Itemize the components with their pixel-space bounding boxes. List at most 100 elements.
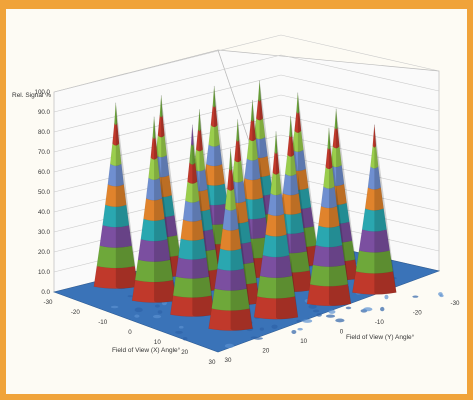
z-tick-label: 20.0 [38, 249, 51, 256]
peak [208, 148, 253, 331]
peak-band [250, 99, 255, 122]
y-tick-label: 30 [225, 357, 232, 364]
z-gridline [53, 174, 440, 233]
floor-noise [271, 324, 278, 329]
z-tick-label: 90.0 [38, 109, 51, 116]
y-axis-label: Field of View (Y) Angle° [346, 333, 415, 341]
floor-noise [134, 307, 143, 313]
floor-noise [127, 295, 133, 298]
peak [170, 124, 215, 317]
z-gridline [53, 94, 440, 153]
x-tick-label: -30 [44, 299, 54, 306]
z-tick-label: 60.0 [38, 169, 51, 176]
surface-chart: 100.090.080.070.060.050.040.030.020.010.… [12, 34, 461, 366]
peak-shade [161, 95, 184, 278]
z-gridline [53, 34, 440, 93]
y-tick-label: -20 [413, 310, 423, 317]
peak-shade [199, 109, 222, 292]
z-tick-label: 10.0 [38, 269, 51, 276]
peak-shade [290, 115, 313, 292]
floor-noise [259, 327, 265, 331]
floor-noise [182, 337, 188, 341]
x-tick-label: 30 [209, 359, 216, 366]
peak-band [190, 124, 194, 146]
peak-band [228, 148, 233, 171]
floor-noise [291, 329, 297, 334]
x-axis-label: Field of View (X) Angle° [112, 346, 181, 354]
floor-noise [438, 292, 443, 296]
floor-noise [175, 330, 183, 334]
floor-noise [335, 318, 345, 323]
floor-noise [157, 310, 163, 314]
peak [253, 131, 299, 320]
peak-shade [115, 102, 138, 289]
peak-band [257, 80, 262, 102]
peak-band [327, 127, 331, 150]
floor-noise [110, 305, 119, 309]
floor-noise [412, 295, 419, 298]
peak-band [212, 85, 216, 108]
x-tick-label: 10 [154, 339, 161, 346]
peak-band [334, 108, 338, 130]
peak-band [114, 102, 118, 126]
peak-band [274, 131, 278, 155]
peak-band [296, 92, 300, 114]
floor-noise [328, 309, 336, 314]
peak [93, 102, 139, 289]
x-tick-label: 20 [181, 349, 188, 356]
floor-noise [154, 304, 160, 308]
peak-band [236, 119, 240, 142]
peak-shade [192, 124, 215, 317]
y-tick-label: 0 [340, 329, 344, 336]
z-gridline [53, 54, 440, 113]
z-gridline [53, 134, 440, 193]
peak-band [159, 95, 163, 118]
floor-noise [302, 319, 313, 323]
z-gridline [53, 114, 440, 173]
peak-shade [230, 148, 253, 331]
peak [131, 116, 177, 303]
peak-shade [154, 116, 177, 303]
peak-band [152, 116, 156, 140]
peak-shade [237, 119, 260, 306]
z-gridline [53, 154, 440, 213]
z-axis-label: Rel. Signal % [12, 92, 51, 99]
floor-noise [308, 304, 317, 309]
y-tick-label: 20 [262, 348, 269, 355]
floor-noise [363, 307, 373, 312]
z-tick-label: 0.0 [41, 289, 50, 296]
x-tick-label: -10 [98, 319, 108, 326]
z-tick-label: 80.0 [38, 129, 51, 136]
peak [352, 124, 397, 295]
floor-noise [325, 314, 336, 318]
floor-noise [134, 314, 140, 318]
x-tick-label: -20 [71, 309, 81, 316]
floor-noise [178, 325, 184, 329]
floor-noise [224, 343, 234, 349]
peak-shade [297, 92, 320, 267]
y-tick-label: -30 [451, 300, 461, 307]
z-tick-label: 40.0 [38, 209, 51, 216]
y-tick-label: -10 [375, 319, 385, 326]
z-tick-label: 70.0 [38, 149, 51, 156]
floor-noise [384, 294, 389, 300]
floor-noise [312, 309, 320, 313]
z-tick-label: 50.0 [38, 189, 51, 196]
z-tick-label: 100.0 [35, 89, 51, 96]
peak-band [372, 124, 377, 148]
x-tick-label: 0 [128, 329, 132, 336]
floor-noise [153, 314, 162, 319]
peak-band [289, 115, 293, 138]
peak-shade [336, 108, 359, 281]
floor-noise [345, 306, 352, 310]
z-gridline [53, 74, 440, 133]
floor-noise [296, 319, 301, 323]
peak-shade [374, 124, 397, 295]
y-tick-label: 10 [300, 338, 307, 345]
floor-noise [380, 306, 385, 312]
z-tick-label: 30.0 [38, 229, 51, 236]
peak-shade [276, 131, 298, 320]
floor-noise [316, 312, 322, 317]
peak [306, 127, 352, 307]
